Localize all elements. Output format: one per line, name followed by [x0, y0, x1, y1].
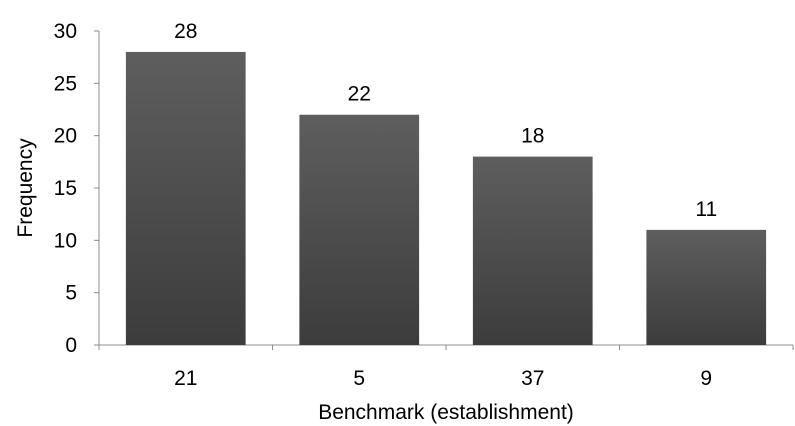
- bars: 28 22 18 11: [125, 20, 767, 345]
- bar-data-label: 28: [174, 20, 197, 43]
- x-axis-tick-labels: 21 5 37 9: [98, 345, 794, 390]
- y-tick-label: 25: [54, 72, 77, 95]
- y-tick-label: 20: [54, 125, 77, 148]
- y-axis-title: Frequency: [14, 138, 37, 238]
- bar: [125, 51, 246, 345]
- x-axis-title: Benchmark (establishment): [318, 401, 574, 424]
- bar-data-label: 22: [348, 83, 371, 106]
- x-tick-label: 21: [174, 367, 197, 390]
- x-tick-label: 5: [353, 367, 365, 390]
- y-tick-label: 30: [54, 20, 77, 43]
- y-tick-label: 15: [54, 177, 77, 200]
- bar: [472, 156, 593, 345]
- x-tick-label: 9: [700, 367, 712, 390]
- bar: [299, 114, 420, 345]
- y-tick-label: 10: [54, 229, 77, 252]
- y-tick-label: 5: [65, 282, 77, 305]
- x-tick-label: 37: [521, 367, 544, 390]
- bar: [646, 229, 767, 345]
- bar-data-label: 11: [695, 198, 717, 221]
- y-axis-ticks: 0 5 10 15 20 25 30: [54, 20, 99, 357]
- y-tick-label: 0: [65, 334, 77, 357]
- bar-data-label: 18: [521, 125, 544, 148]
